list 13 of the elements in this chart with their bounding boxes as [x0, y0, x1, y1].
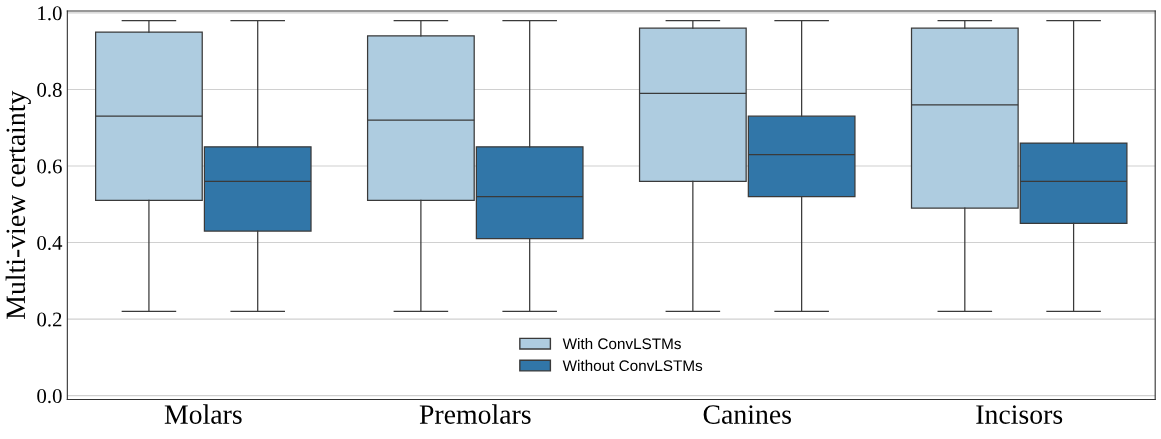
y-tick-label: 0.0 [37, 389, 62, 404]
y-tick-label: 1.0 [38, 6, 62, 21]
legend-label: With ConvLSTMs [562, 337, 681, 350]
y-tick-label: 0.4 [37, 235, 63, 251]
y-tick-label: 0.2 [37, 312, 62, 327]
y-axis-title: Multi-view certainty [5, 90, 31, 319]
legend-label: Without ConvLSTMs [562, 359, 703, 372]
x-tick-label: Incisors [976, 405, 1063, 424]
y-tick-label: 0.8 [37, 82, 62, 97]
x-tick-label: Molars [164, 404, 242, 424]
x-tick-label: Canines [703, 405, 791, 424]
x-tick-label: Premolars [419, 404, 531, 424]
y-tick-label: 0.6 [37, 159, 62, 174]
